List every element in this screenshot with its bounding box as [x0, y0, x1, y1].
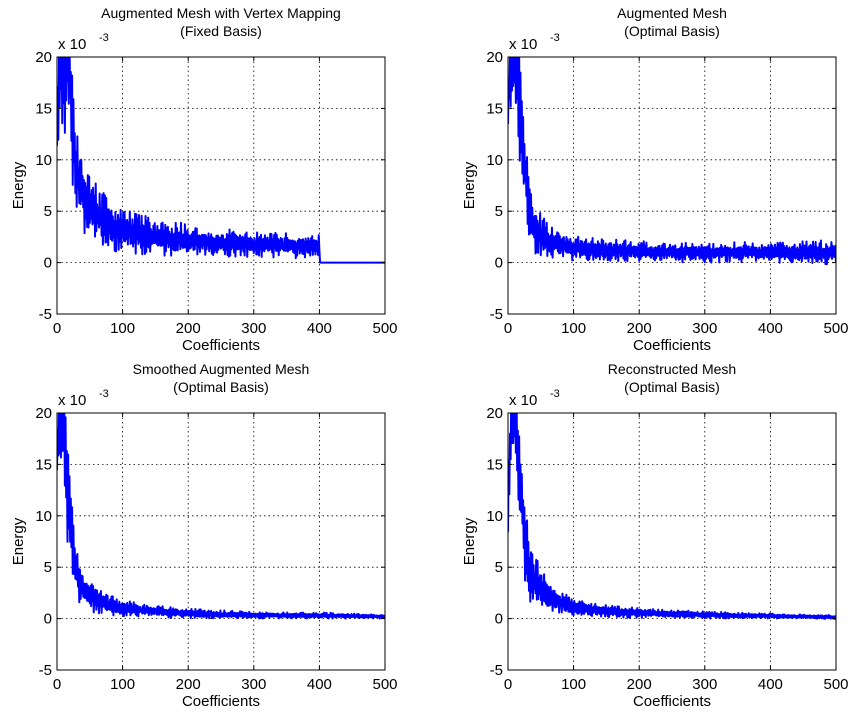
- y-exponent-label: x 10: [509, 36, 537, 53]
- y-exponent-superscript: -3: [99, 32, 109, 44]
- plot-frame: [507, 412, 837, 671]
- x-tick-label: 0: [504, 676, 512, 693]
- chart-panel-1: 0 100 200 300 400 500-505101520CoefficientsEn…: [10, 5, 398, 354]
- x-tick-label: 400: [307, 676, 332, 693]
- x-tick-label: 300: [692, 676, 717, 693]
- plot-frame: [56, 56, 386, 315]
- y-tick-label: 20: [486, 405, 503, 422]
- x-axis-label: Coefficients: [182, 693, 260, 710]
- energy-series-line: [508, 413, 836, 620]
- energy-series-line: [508, 57, 836, 266]
- y-exponent-superscript: -3: [550, 388, 560, 400]
- y-tick-label: 0: [44, 255, 52, 272]
- y-exponent-label: x 10: [58, 392, 86, 409]
- x-axis-label: Coefficients: [633, 337, 711, 354]
- y-tick-label: 15: [486, 100, 503, 117]
- x-axis-label: Coefficients: [182, 337, 260, 354]
- y-tick-label: 0: [495, 611, 503, 628]
- chart-title: Reconstructed Mesh: [608, 361, 736, 377]
- y-tick-label: -5: [39, 306, 52, 323]
- y-tick-label: 5: [44, 559, 52, 576]
- y-tick-label: -5: [490, 662, 503, 679]
- chart-panel-3: 0 100 200 300 400 500-505101520CoefficientsEn…: [10, 361, 398, 710]
- x-tick-label: 100: [110, 320, 135, 337]
- x-tick-label: 500: [372, 676, 397, 693]
- y-tick-label: -5: [490, 306, 503, 323]
- plot-frame: [507, 56, 837, 315]
- y-exponent-superscript: -3: [99, 388, 109, 400]
- chart-subtitle: (Optimal Basis): [173, 379, 269, 395]
- y-tick-label: 20: [486, 49, 503, 66]
- y-exponent-label: x 10: [509, 392, 537, 409]
- y-tick-label: 0: [44, 611, 52, 628]
- y-exponent-superscript: -3: [550, 32, 560, 44]
- y-tick-label: 10: [486, 152, 503, 169]
- x-tick-label: 300: [692, 320, 717, 337]
- x-tick-label: 400: [758, 676, 783, 693]
- chart-subtitle: (Optimal Basis): [624, 379, 720, 395]
- y-tick-label: 20: [35, 49, 52, 66]
- y-axis-label: Energy: [10, 517, 27, 565]
- x-tick-label: 100: [561, 320, 586, 337]
- y-axis-label: Energy: [461, 161, 478, 209]
- x-tick-label: 200: [627, 320, 652, 337]
- x-tick-label: 0: [53, 320, 61, 337]
- energy-series-line: [57, 413, 385, 620]
- y-tick-label: 15: [486, 456, 503, 473]
- chart-subtitle: (Optimal Basis): [624, 23, 720, 39]
- plot-frame: [56, 412, 386, 671]
- chart-subtitle: (Fixed Basis): [180, 23, 262, 39]
- x-tick-label: 500: [372, 320, 397, 337]
- x-tick-label: 200: [627, 676, 652, 693]
- energy-series-line: [57, 57, 385, 264]
- y-tick-label: 20: [35, 405, 52, 422]
- chart-panel-4: 0 100 200 300 400 500-505101520CoefficientsEn…: [461, 361, 849, 710]
- y-axis-label: Energy: [10, 161, 27, 209]
- x-tick-label: 200: [176, 676, 201, 693]
- y-tick-label: 5: [495, 559, 503, 576]
- y-exponent-label: x 10: [58, 36, 86, 53]
- y-tick-label: 5: [495, 203, 503, 220]
- x-tick-label: 100: [110, 676, 135, 693]
- x-tick-label: 0: [53, 676, 61, 693]
- chart-title: Augmented Mesh: [617, 5, 727, 21]
- x-axis-label: Coefficients: [633, 693, 711, 710]
- x-tick-label: 200: [176, 320, 201, 337]
- x-tick-label: 300: [241, 320, 266, 337]
- y-tick-label: 15: [35, 100, 52, 117]
- chart-title: Smoothed Augmented Mesh: [133, 361, 310, 377]
- y-tick-label: 15: [35, 456, 52, 473]
- x-tick-label: 400: [307, 320, 332, 337]
- y-tick-label: 5: [44, 203, 52, 220]
- x-tick-label: 400: [758, 320, 783, 337]
- y-tick-label: 10: [35, 508, 52, 525]
- y-tick-label: -5: [39, 662, 52, 679]
- y-tick-label: 0: [495, 255, 503, 272]
- y-tick-label: 10: [486, 508, 503, 525]
- x-tick-label: 300: [241, 676, 266, 693]
- y-tick-label: 10: [35, 152, 52, 169]
- y-axis-label: Energy: [461, 517, 478, 565]
- x-tick-label: 100: [561, 676, 586, 693]
- x-tick-label: 500: [823, 320, 848, 337]
- chart-panel-2: 0 100 200 300 400 500-505101520CoefficientsEn…: [461, 5, 849, 354]
- x-tick-label: 500: [823, 676, 848, 693]
- chart-title: Augmented Mesh with Vertex Mapping: [101, 5, 341, 21]
- x-tick-label: 0: [504, 320, 512, 337]
